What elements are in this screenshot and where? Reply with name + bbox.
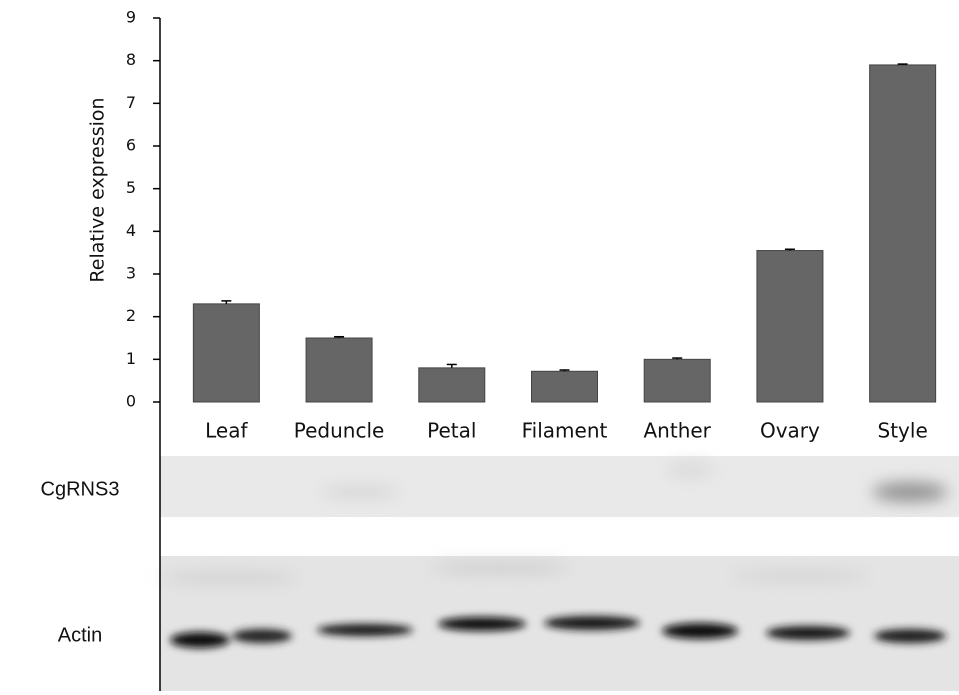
bar <box>306 338 372 402</box>
blot-panel <box>160 456 959 517</box>
bar <box>757 251 823 402</box>
y-tick-label: 6 <box>126 136 136 155</box>
bar <box>193 304 259 402</box>
y-tick-label: 8 <box>126 50 136 69</box>
x-tick-label: Style <box>878 419 928 443</box>
x-tick-label: Anther <box>644 419 712 443</box>
y-tick-label: 2 <box>126 306 136 325</box>
error-bar <box>898 64 908 65</box>
x-tick-label: Petal <box>427 419 476 443</box>
bar <box>419 368 485 402</box>
x-tick-label: Peduncle <box>294 419 385 443</box>
figure: Relative expression CgRNS3 Actin 0 1 2 3 4 5 6… <box>0 0 959 691</box>
y-tick-label: 9 <box>126 8 136 27</box>
bar <box>870 65 936 402</box>
bar <box>532 371 598 402</box>
blot-label: Actin <box>58 624 102 646</box>
y-tick-label: 4 <box>126 221 136 240</box>
y-tick-label: 3 <box>126 264 136 283</box>
x-tick-label: Leaf <box>205 419 248 443</box>
y-tick-label: 0 <box>126 392 136 411</box>
y-tick-label: 7 <box>126 93 136 112</box>
blot-label: CgRNS3 <box>41 478 120 500</box>
y-tick-label: 1 <box>126 349 136 368</box>
bar <box>644 359 710 402</box>
x-tick-label: Ovary <box>760 419 820 443</box>
error-bar <box>447 364 457 367</box>
x-tick-label: Filament <box>522 419 608 443</box>
y-tick-label: 5 <box>126 178 136 197</box>
y-axis-label: Relative expression <box>87 97 109 282</box>
